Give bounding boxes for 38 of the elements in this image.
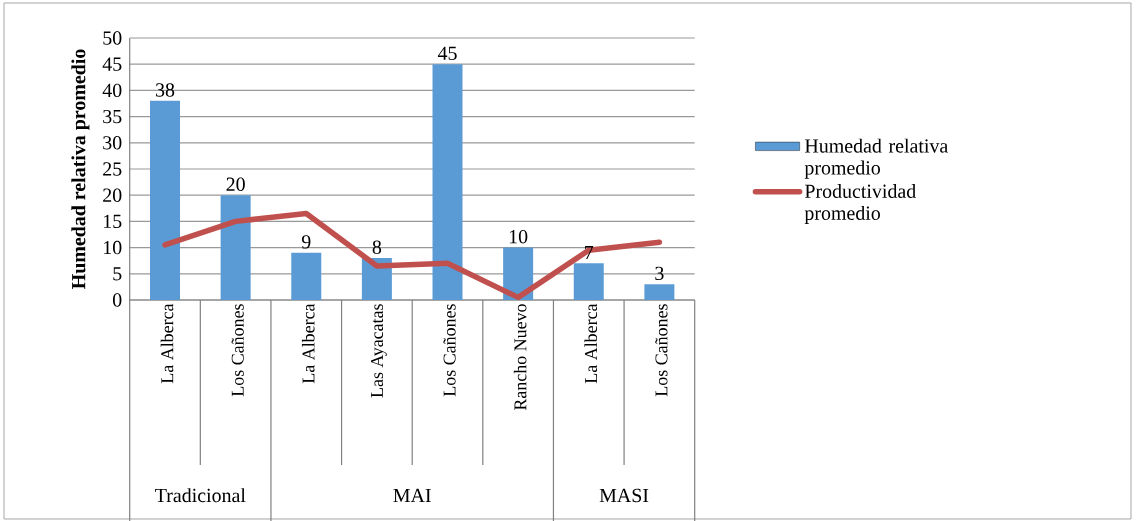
text: MASI [599, 488, 649, 503]
legend-label: Humedad relativa promedio [804, 138, 948, 179]
text: MAI [393, 488, 431, 502]
y-tick-label: 35 [103, 109, 122, 124]
x-tick-label: Las Ayacatas [371, 304, 387, 398]
x-tick-label: Los Cañones [231, 304, 244, 397]
data-label: 9 [301, 235, 311, 249]
x-tick-label: Los Cañones [443, 304, 456, 397]
bar [644, 284, 675, 300]
y-axis-title: Humedad relativa promedio [71, 49, 90, 289]
x-tick-label: La Alberca [584, 303, 598, 384]
y-tick-label: 45 [102, 57, 122, 71]
data-label: 20 [226, 177, 245, 191]
x-tick-label: La Alberca [301, 303, 315, 384]
y-tick-label: 5 [113, 267, 122, 281]
legend-label: Productividad promedio [804, 183, 916, 224]
y-tick-label: 10 [104, 240, 122, 255]
x-tick-label: La Alberca [160, 303, 174, 384]
y-tick-label: 25 [103, 162, 122, 176]
y-tick-label: 50 [103, 31, 122, 45]
y-tick-label: 30 [103, 136, 122, 150]
y-tick-label: 15 [104, 214, 122, 229]
bar [573, 263, 604, 300]
y-tick-label: 0 [112, 293, 122, 307]
y-tick-label: 20 [103, 188, 122, 202]
data-label: 38 [156, 83, 175, 97]
bar [291, 252, 322, 300]
text: Tradicional [155, 488, 246, 503]
data-label: 3 [655, 266, 664, 281]
x-tick-label: Los Cañones [655, 304, 668, 397]
bar [150, 100, 181, 300]
data-label: 45 [437, 46, 457, 60]
y-tick-label: 40 [102, 83, 122, 98]
data-label: 8 [372, 240, 382, 254]
bar [432, 64, 463, 300]
bar [220, 195, 251, 300]
data-label: 10 [509, 229, 528, 244]
x-tick-label: Rancho Nuevo [513, 304, 527, 411]
